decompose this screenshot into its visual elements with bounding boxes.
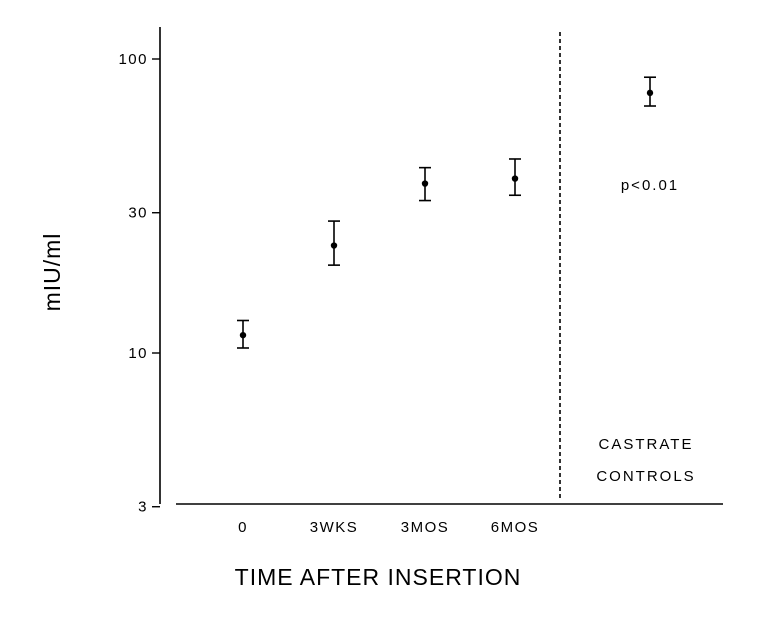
data-point xyxy=(511,175,519,182)
x-tick-label: 3WKS xyxy=(310,519,359,536)
axes xyxy=(159,27,723,505)
x-ticks: 0 3WKS 3MOS 6MOS xyxy=(238,519,540,536)
y-tick-label: 30 xyxy=(128,205,148,222)
y-tick-label: 10 xyxy=(128,345,148,362)
y-tick-label: 100 xyxy=(118,51,148,68)
p-value-annotation: p<0.01 xyxy=(621,177,679,194)
x-axis-title: TIME AFTER INSERTION xyxy=(235,564,522,590)
x-tick-label: 3MOS xyxy=(401,519,450,536)
y-axis-title: mIU/ml xyxy=(39,233,65,312)
data-point xyxy=(330,242,338,249)
y-ticks: 3 10 30 100 xyxy=(118,51,160,516)
data-point xyxy=(239,331,247,339)
x-tick-label: 0 xyxy=(238,519,248,536)
x-tick-label: 6MOS xyxy=(491,519,540,536)
castrate-label: CASTRATE xyxy=(599,436,694,453)
y-tick-label: 3 xyxy=(138,499,148,516)
data-points xyxy=(237,76,656,349)
data-point xyxy=(646,89,654,97)
data-point xyxy=(421,180,429,187)
controls-label: CONTROLS xyxy=(596,468,695,485)
